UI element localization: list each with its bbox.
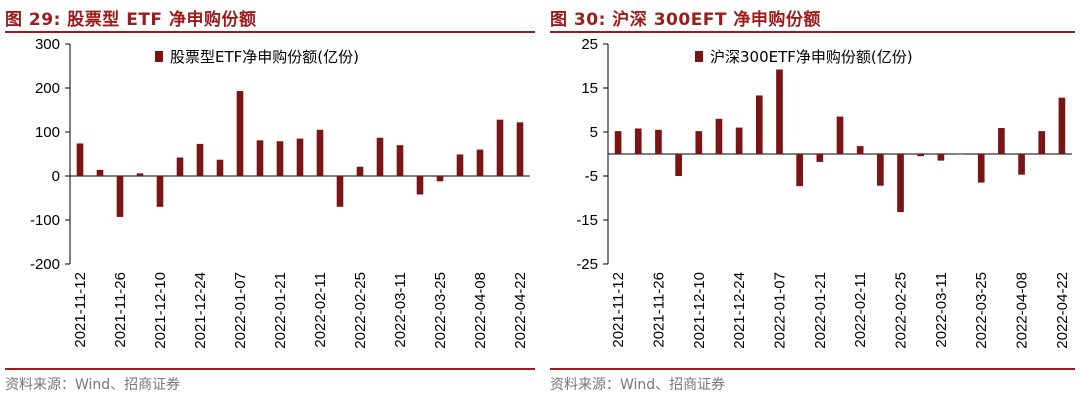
x-tick-label: 2022-03-11 <box>392 272 409 348</box>
x-tick-label: 2022-04-22 <box>512 272 529 349</box>
bar-chart-csi300: 25 15 5 -5 -15 -25 2021-11-12 2021-11-26 2021-12… <box>576 36 1072 349</box>
x-tick-label: 2022-01-07 <box>232 272 249 349</box>
bar <box>836 116 844 154</box>
x-tick-label: 2022-02-25 <box>352 272 369 349</box>
bar <box>856 146 864 154</box>
legend-label: 股票型ETF净申购份额(亿份) <box>170 48 359 66</box>
y-tick-label: 300 <box>35 36 60 53</box>
bar <box>816 154 824 162</box>
bar-chart-etf: 300 200 100 0 -100 -200 2021-11-12 2021-11-26 20… <box>30 36 530 349</box>
bar <box>276 141 284 176</box>
x-tick-label: 2022-03-11 <box>933 272 950 348</box>
y-tick-label: -100 <box>30 212 60 229</box>
y-tick-label: -200 <box>30 256 60 273</box>
bar <box>436 176 444 182</box>
x-tick-label: 2022-04-08 <box>472 272 489 349</box>
x-tick-label: 2021-11-26 <box>650 272 667 348</box>
x-tick-label: 2022-02-11 <box>312 272 329 348</box>
bar <box>1018 154 1025 175</box>
chart-panel-csi300: 图 30: 沪深 300EFT 净申购份额 25 15 5 -5 -15 -25 2021-… <box>545 0 1080 400</box>
bar <box>316 129 324 176</box>
bar <box>76 143 84 176</box>
bar <box>937 154 945 161</box>
y-tick-label: 25 <box>581 36 598 53</box>
bar <box>655 129 662 154</box>
bar <box>776 69 783 154</box>
y-tick-label: 0 <box>52 168 60 185</box>
x-tick-label: 2021-12-24 <box>731 272 748 349</box>
figure-title-bar: 图 29: 股票型 ETF 净申购份额 <box>5 3 535 33</box>
figure-title: 图 29: 股票型 ETF 净申购份额 <box>5 10 257 30</box>
bar <box>296 138 304 176</box>
bar <box>917 154 925 157</box>
bar <box>456 154 464 176</box>
x-tick-label: 2021-12-24 <box>192 272 209 349</box>
source-note: 资料来源：Wind、招商证券 <box>5 368 535 394</box>
bar <box>516 122 524 176</box>
bar <box>1038 131 1046 154</box>
x-tick-label: 2022-04-22 <box>1054 272 1071 349</box>
bar <box>715 118 723 154</box>
bar <box>695 131 703 154</box>
bar <box>336 176 344 207</box>
bar <box>675 154 682 176</box>
x-tick-label: 2022-01-07 <box>771 272 788 349</box>
bar <box>236 91 244 176</box>
bar <box>614 131 622 154</box>
x-tick-label: 2022-03-25 <box>973 272 990 349</box>
y-tick-label: -15 <box>576 212 598 229</box>
bar <box>476 149 484 176</box>
bar <box>356 166 364 176</box>
bar <box>796 154 803 187</box>
bar <box>957 154 965 155</box>
y-tick-label: -5 <box>585 168 598 185</box>
bar <box>877 154 884 186</box>
y-tick-label: 200 <box>35 80 60 97</box>
x-tick-label: 2021-12-10 <box>152 272 169 349</box>
chart-panel-etf: 图 29: 股票型 ETF 净申购份额 300 200 100 0 -100 -200 20… <box>5 3 535 394</box>
legend-swatch <box>695 51 703 62</box>
x-tick-label: 2022-01-21 <box>812 272 829 349</box>
bar <box>634 128 642 154</box>
bar <box>376 137 384 176</box>
x-tick-label: 2022-02-11 <box>852 272 869 348</box>
x-tick-label: 2021-12-10 <box>691 272 708 349</box>
bar <box>136 173 144 176</box>
bar <box>998 128 1005 154</box>
bar <box>176 157 184 176</box>
bar <box>256 140 264 176</box>
x-tick-label: 2021-11-12 <box>72 272 89 348</box>
legend-swatch <box>155 51 163 62</box>
x-tick-label: 2021-11-26 <box>112 272 129 348</box>
legend-label: 沪深300ETF净申购份额(亿份) <box>710 48 913 66</box>
bar <box>416 176 424 195</box>
y-tick-label: 5 <box>590 124 598 141</box>
x-tick-label: 2022-02-25 <box>893 272 910 349</box>
bar <box>1058 97 1066 154</box>
x-tick-label: 2021-11-12 <box>610 272 627 348</box>
bar <box>496 119 504 176</box>
y-tick-label: 100 <box>35 124 60 141</box>
x-tick-label: 2022-01-21 <box>272 272 289 349</box>
y-tick-label: -25 <box>576 256 598 273</box>
bar <box>96 169 104 176</box>
bar <box>977 154 985 183</box>
bar <box>196 143 204 176</box>
x-tick-label: 2022-03-25 <box>432 272 449 349</box>
bar <box>216 159 224 176</box>
bar <box>396 145 404 176</box>
bar <box>116 176 124 217</box>
figure-title-bar: 图 30: 沪深 300EFT 净申购份额 <box>550 3 1075 33</box>
bar <box>755 95 763 154</box>
bar <box>156 176 164 207</box>
bar <box>735 127 743 154</box>
bar <box>897 154 904 213</box>
source-note: 资料来源：Wind、招商证券 <box>550 368 1075 394</box>
x-tick-label: 2022-04-08 <box>1014 272 1031 349</box>
figure-title: 图 30: 沪深 300EFT 净申购份额 <box>550 10 821 30</box>
y-tick-label: 15 <box>581 80 598 97</box>
